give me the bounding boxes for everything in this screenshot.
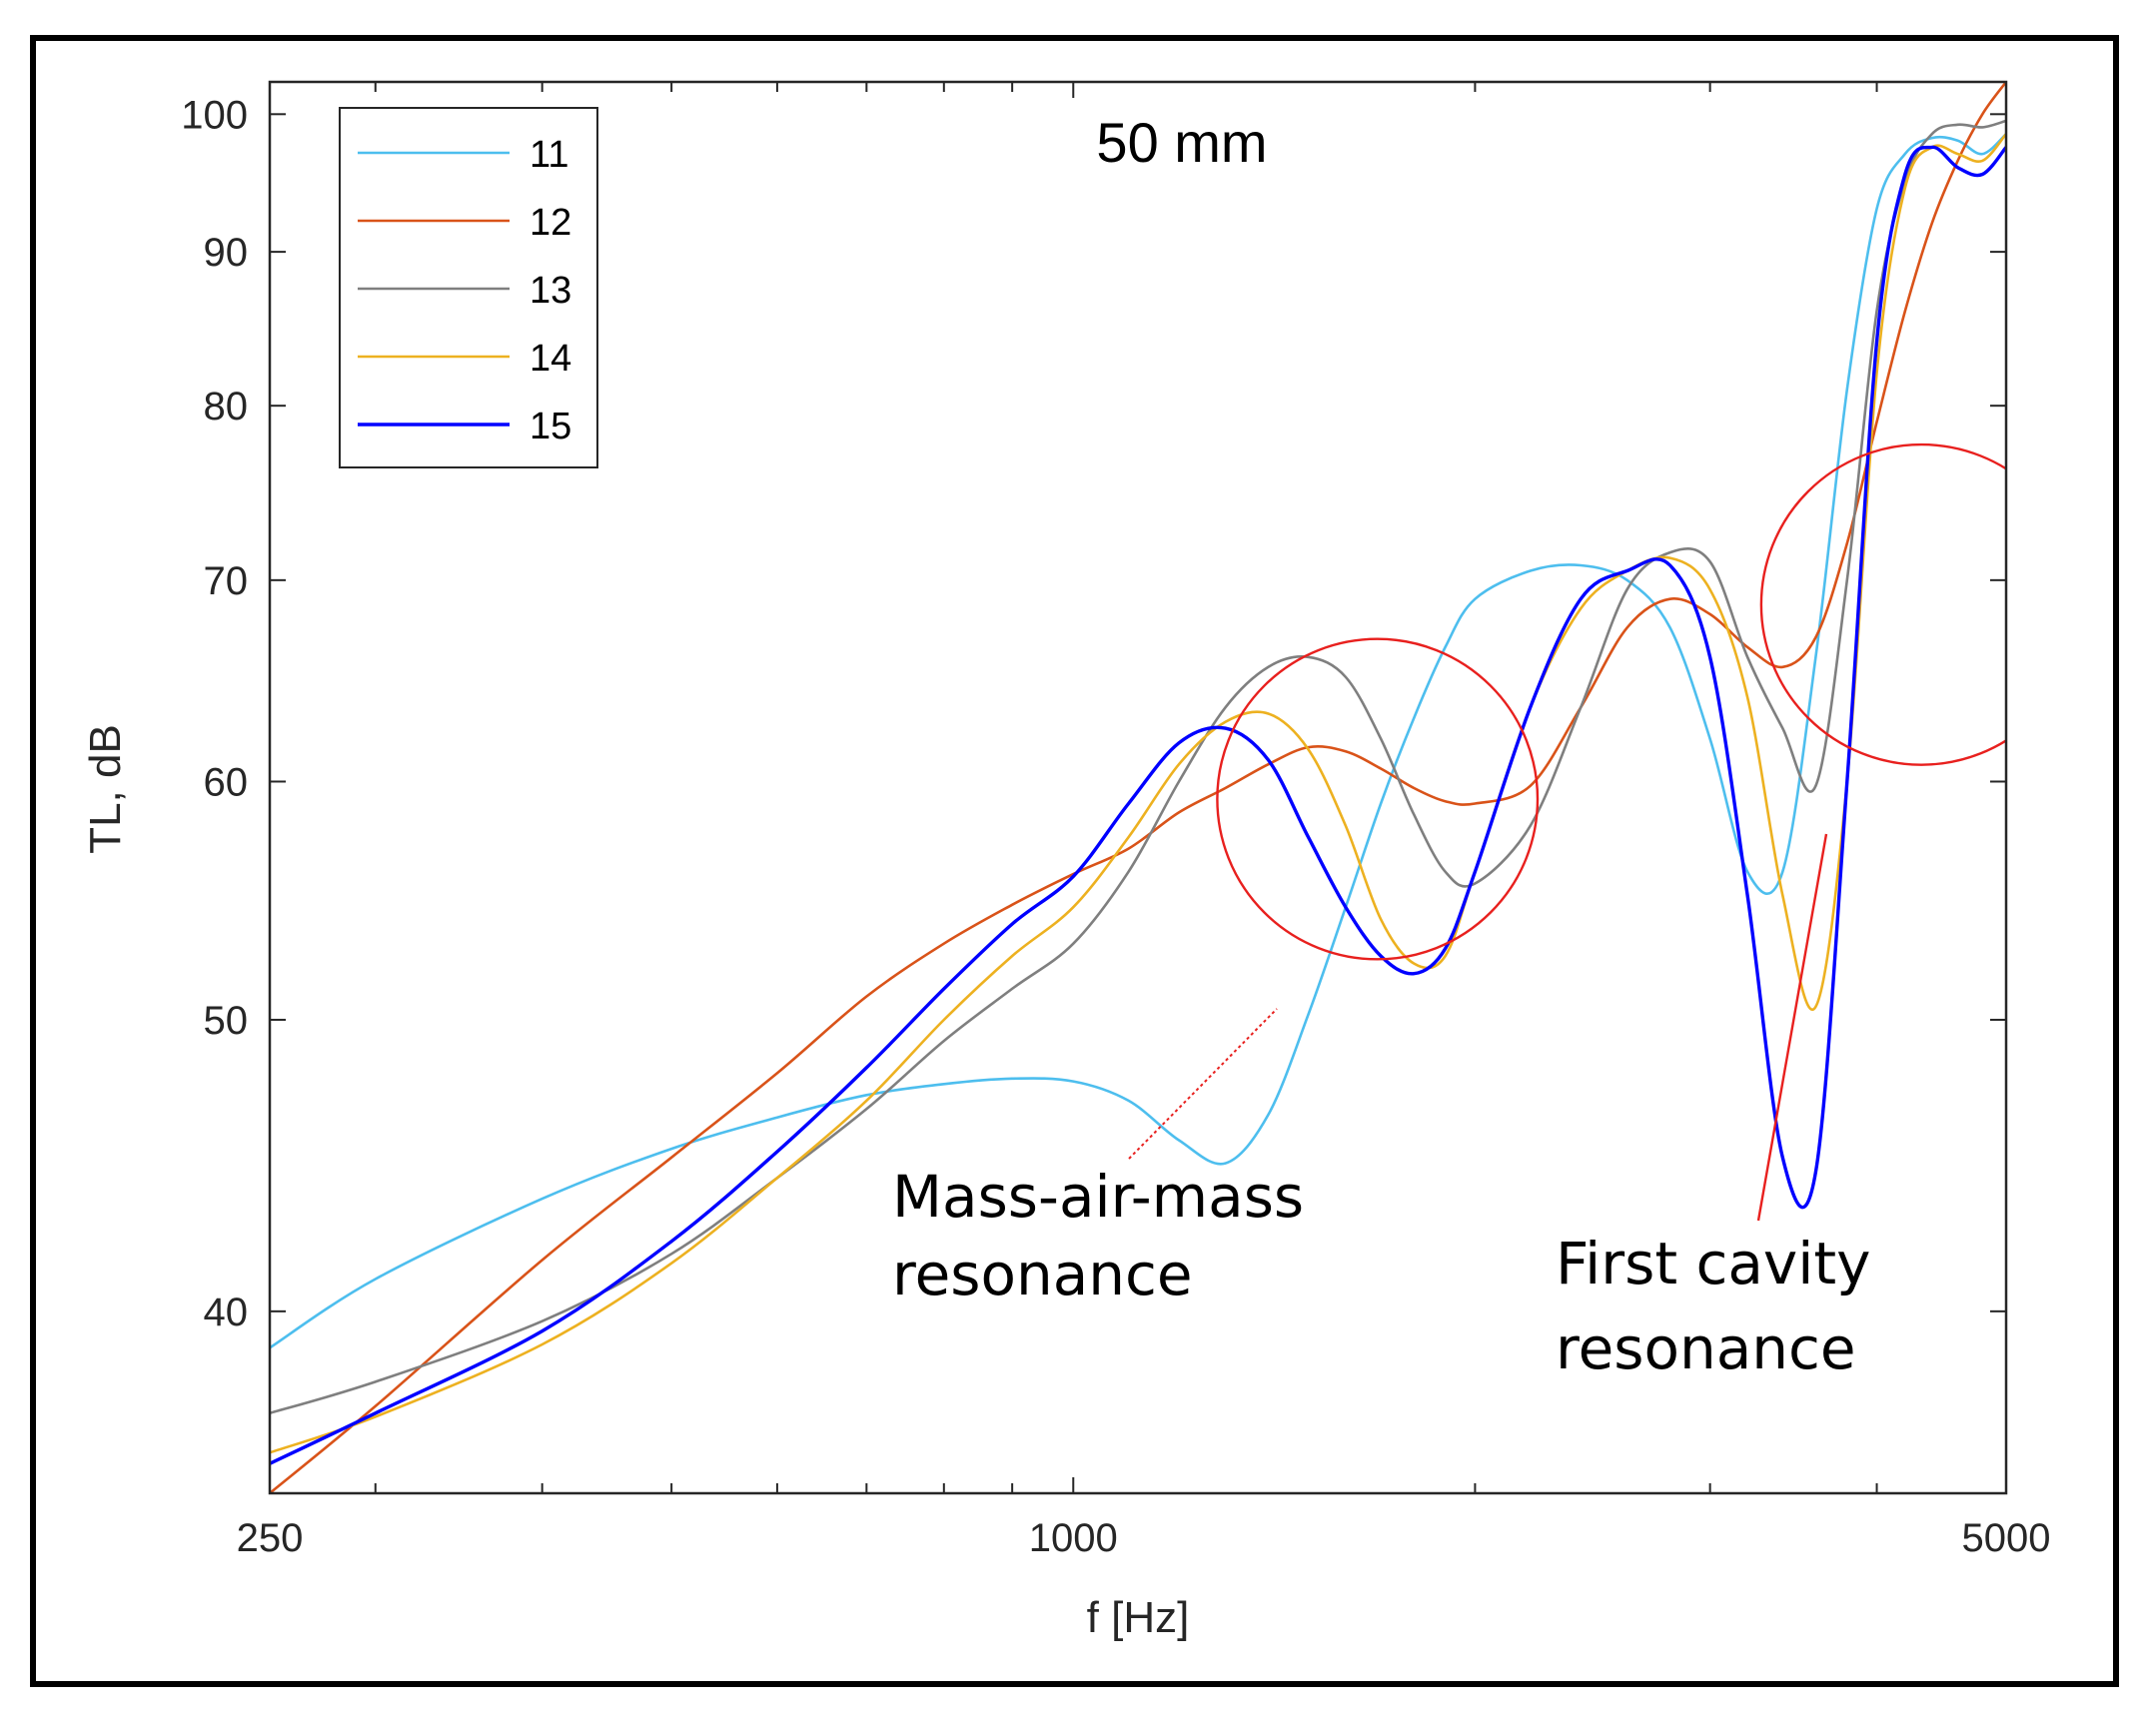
y-tick-label: 40	[204, 1291, 249, 1334]
annotation-leader-1	[1128, 1008, 1278, 1160]
series-line-12	[270, 82, 2006, 1493]
y-axis-label: TL, dB	[81, 724, 130, 854]
annotation-layer	[1128, 442, 2006, 1222]
y-tick-label: 60	[204, 760, 249, 804]
legend-label-13: 13	[530, 270, 571, 312]
legend-label-14: 14	[530, 338, 571, 380]
y-tick-label: 80	[204, 385, 249, 429]
axes-box	[268, 80, 2008, 1495]
x-axis-label: f [Hz]	[1087, 1593, 1190, 1642]
legend-label-11: 11	[530, 134, 568, 176]
legend-label-15: 15	[530, 406, 571, 447]
y-tick-label: 70	[204, 559, 249, 603]
legend: 11 12 13 14 15	[339, 107, 598, 468]
series-line-13	[270, 119, 2006, 1415]
x-tick-label: 1000	[1029, 1516, 1118, 1560]
annotation-mass-air-mass: Mass-air-mass resonance	[892, 1163, 1323, 1308]
annotation-first-cavity: First cavity resonance	[1556, 1230, 1889, 1382]
annotation-first-cavity-line2: resonance	[1556, 1314, 1856, 1382]
series-line-15	[270, 145, 2006, 1465]
annotation-circle-1	[1216, 637, 1540, 961]
x-tick-label: 5000	[1962, 1516, 2051, 1560]
y-tick-label: 90	[204, 231, 249, 275]
annotation-circle-2	[1759, 442, 2006, 766]
annotation-mass-air-mass-line1: Mass-air-mass	[892, 1163, 1304, 1231]
annotation-mass-air-mass-line2: resonance	[892, 1241, 1193, 1308]
inset-title: 50 mm	[1096, 111, 1267, 174]
series-line-11	[270, 133, 2006, 1349]
x-tick-label: 250	[237, 1516, 304, 1560]
legend-label-12: 12	[530, 202, 571, 244]
series-layer	[270, 82, 2006, 1493]
tick-layer: 250 1000 5000 40 50 60 70 80 90 100	[181, 82, 2050, 1560]
y-tick-label: 100	[181, 93, 248, 137]
annotation-leader-2	[1756, 833, 1828, 1222]
annotation-first-cavity-line1: First cavity	[1556, 1230, 1870, 1298]
y-tick-label: 50	[204, 999, 249, 1043]
